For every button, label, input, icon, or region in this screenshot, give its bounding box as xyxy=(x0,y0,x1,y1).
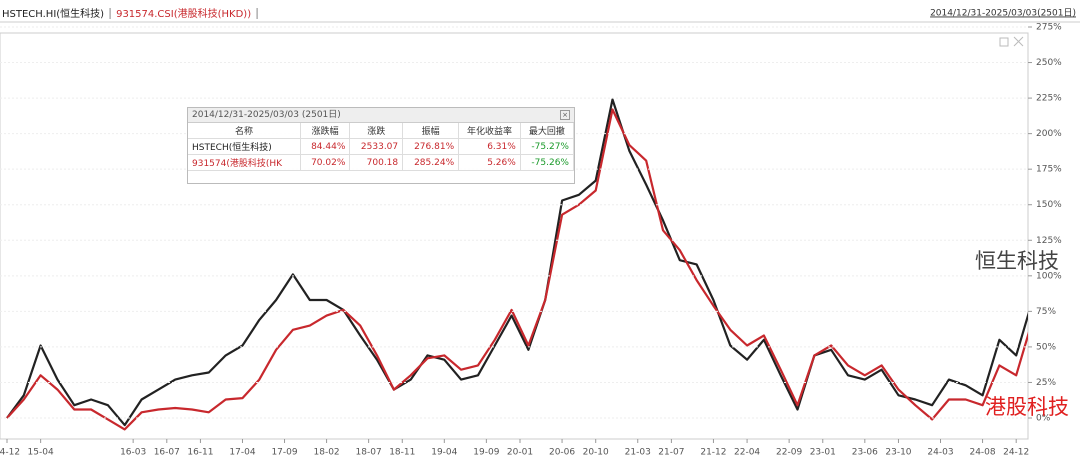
x-tick-label: 23-10 xyxy=(885,448,911,458)
summary-title-text: 2014/12/31-2025/03/03 (2501日) xyxy=(192,110,341,120)
x-tick-label: 18-07 xyxy=(356,448,382,458)
x-tick-label: 17-04 xyxy=(229,448,255,458)
y-tick-label: 175% xyxy=(1036,165,1062,175)
series-line xyxy=(6,108,1028,431)
x-tick-label: 19-09 xyxy=(473,448,499,458)
range-label[interactable]: 2014/12/31-2025/03/03(2501日) xyxy=(930,8,1076,19)
x-tick-label: 23-01 xyxy=(810,448,836,458)
y-tick-label: 25% xyxy=(1036,378,1056,388)
y-tick-label: 225% xyxy=(1036,94,1062,104)
table-cell: 931574(港股科技(HK xyxy=(188,154,301,171)
x-tick-label: 22-04 xyxy=(734,448,760,458)
table-cell: 2533.07 xyxy=(349,138,404,155)
x-tick-label: 14-12 xyxy=(0,448,20,458)
x-tick-label: 20-06 xyxy=(549,448,575,458)
legend-entry[interactable]: HSTECH.HI(恒生科技) xyxy=(2,7,104,20)
x-tick-label: 23-06 xyxy=(852,448,878,458)
x-tick-label: 16-03 xyxy=(120,448,146,458)
annotation: 港股科技 xyxy=(985,395,1069,419)
x-tick-label: 24-03 xyxy=(927,448,953,458)
x-tick-label: 17-09 xyxy=(271,448,297,458)
x-tick-label: 15-04 xyxy=(28,448,54,458)
header-cell: 振幅 xyxy=(402,123,460,139)
table-cell: HSTECH(恒生科技) xyxy=(188,138,301,155)
table-cell: -75.26% xyxy=(520,154,575,171)
x-tick-label: 20-10 xyxy=(583,448,609,458)
legend-entry[interactable]: 931574.CSI(港股科技(HKD)) xyxy=(116,7,251,20)
x-tick-label: 24-08 xyxy=(969,448,995,458)
y-tick-label: 50% xyxy=(1036,342,1056,352)
x-tick-label: 24-12 xyxy=(1003,448,1029,458)
table-cell: 285.24% xyxy=(402,154,460,171)
summary-table: 名称 涨跌幅 涨跌 振幅 年化收益率 最大回撤 HSTECH(恒生科技) 84.44% 2533… xyxy=(188,123,575,171)
y-tick-label: 75% xyxy=(1036,307,1056,317)
table-cell: 6.31% xyxy=(458,138,521,155)
table-row: 931574(港股科技(HK 70.02% 700.18 285.24% 5.26% -7… xyxy=(188,154,575,171)
table-cell: 700.18 xyxy=(349,154,404,171)
plot-frame xyxy=(0,32,1029,440)
table-cell: 5.26% xyxy=(458,154,521,171)
header-cell: 涨跌幅 xyxy=(300,123,351,139)
table-header-row: 名称 涨跌幅 涨跌 振幅 年化收益率 最大回撤 xyxy=(188,123,575,139)
x-tick-label: 20-01 xyxy=(507,448,533,458)
y-tick-label: 0% xyxy=(1036,414,1051,424)
x-tick-label: 21-07 xyxy=(658,448,684,458)
header-cell: 名称 xyxy=(188,123,301,139)
x-tick-label: 18-02 xyxy=(314,448,340,458)
close-icon[interactable] xyxy=(1013,36,1024,47)
table-cell: 84.44% xyxy=(300,138,351,155)
annotation: 恒生科技 xyxy=(975,249,1059,273)
y-tick-label: 125% xyxy=(1036,236,1062,246)
summary-title: 2014/12/31-2025/03/03 (2501日) × xyxy=(188,108,574,123)
y-tick-label: 275% xyxy=(1036,23,1062,33)
x-tick-label: 16-07 xyxy=(154,448,180,458)
table-cell: 276.81% xyxy=(402,138,460,155)
table-row: HSTECH(恒生科技) 84.44% 2533.07 276.81% 6.31% -75… xyxy=(188,138,575,155)
y-tick-label: 250% xyxy=(1036,58,1062,68)
y-tick-label: 100% xyxy=(1036,271,1062,281)
plot-clip xyxy=(6,98,1028,431)
header-cell: 最大回撤 xyxy=(520,123,575,139)
x-tick-label: 16-11 xyxy=(187,448,213,458)
x-tick-label: 21-12 xyxy=(700,448,726,458)
summary-box: 2014/12/31-2025/03/03 (2501日) × 名称 涨跌幅 涨跌 振幅… xyxy=(187,107,575,184)
summary-close[interactable]: × xyxy=(560,110,570,120)
x-tick-label: 18-11 xyxy=(389,448,415,458)
header-cell: 涨跌 xyxy=(349,123,404,139)
restore-icon[interactable] xyxy=(999,37,1009,47)
y-tick-label: 200% xyxy=(1036,129,1062,139)
y-tick-label: 150% xyxy=(1036,200,1062,210)
table-cell: -75.27% xyxy=(520,138,575,155)
x-tick-label: 19-04 xyxy=(431,448,457,458)
table-cell: 70.02% xyxy=(300,154,351,171)
header-cell: 年化收益率 xyxy=(458,123,521,139)
series-line xyxy=(6,98,1028,427)
x-tick-label: 21-03 xyxy=(625,448,651,458)
x-tick-label: 22-09 xyxy=(776,448,802,458)
